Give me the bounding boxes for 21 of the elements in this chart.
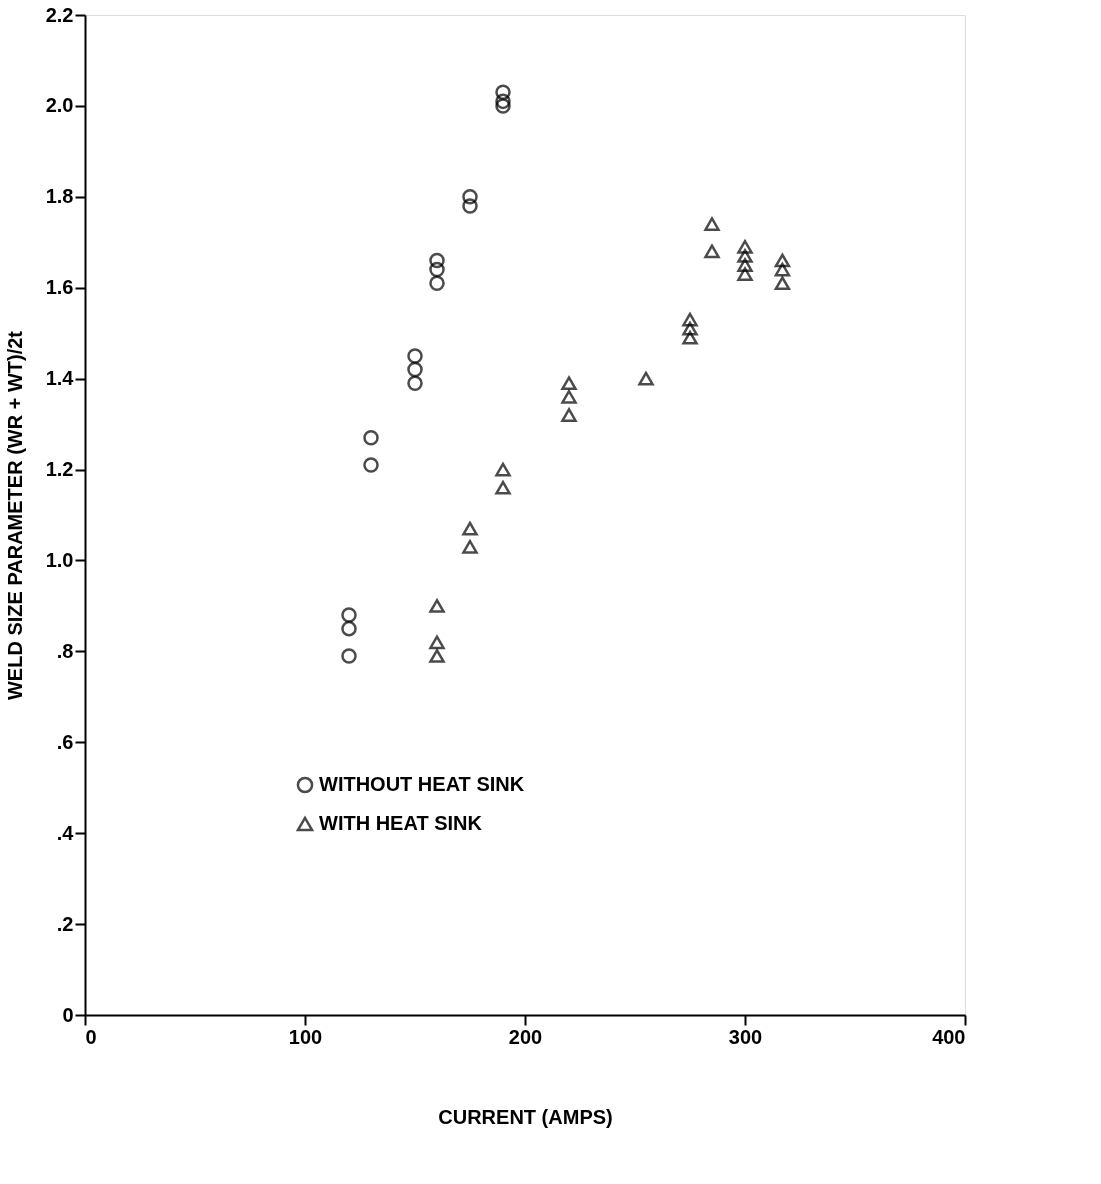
x-tick-label: 0 — [85, 1025, 97, 1048]
x-tick-label: 300 — [728, 1025, 763, 1048]
y-tick-label: .6 — [56, 730, 74, 753]
y-tick-label: 1.8 — [45, 185, 74, 208]
y-tick-label: 1.6 — [45, 276, 74, 299]
x-tick-label: 200 — [508, 1025, 543, 1048]
y-tick-label: 1.0 — [45, 548, 74, 571]
y-tick-label: .2 — [56, 912, 74, 935]
y-tick-label: 2.0 — [45, 94, 74, 117]
y-tick-label: .4 — [56, 821, 75, 844]
x-tick-label: 100 — [288, 1025, 323, 1048]
legend-label: WITHOUT HEAT SINK — [319, 773, 525, 795]
legend-label: WITH HEAT SINK — [319, 812, 483, 834]
x-axis-title: CURRENT (AMPS) — [438, 1105, 613, 1128]
y-tick-label: 2.2 — [45, 3, 74, 26]
y-tick-label: .8 — [56, 639, 74, 662]
y-axis-title: WELD SIZE PARAMETER (WR + WT)/2t — [3, 330, 26, 701]
x-tick-label: 400 — [932, 1025, 966, 1048]
y-tick-label: 0 — [62, 1003, 74, 1026]
y-tick-label: 1.2 — [45, 458, 74, 481]
y-tick-label: 1.4 — [45, 367, 75, 390]
